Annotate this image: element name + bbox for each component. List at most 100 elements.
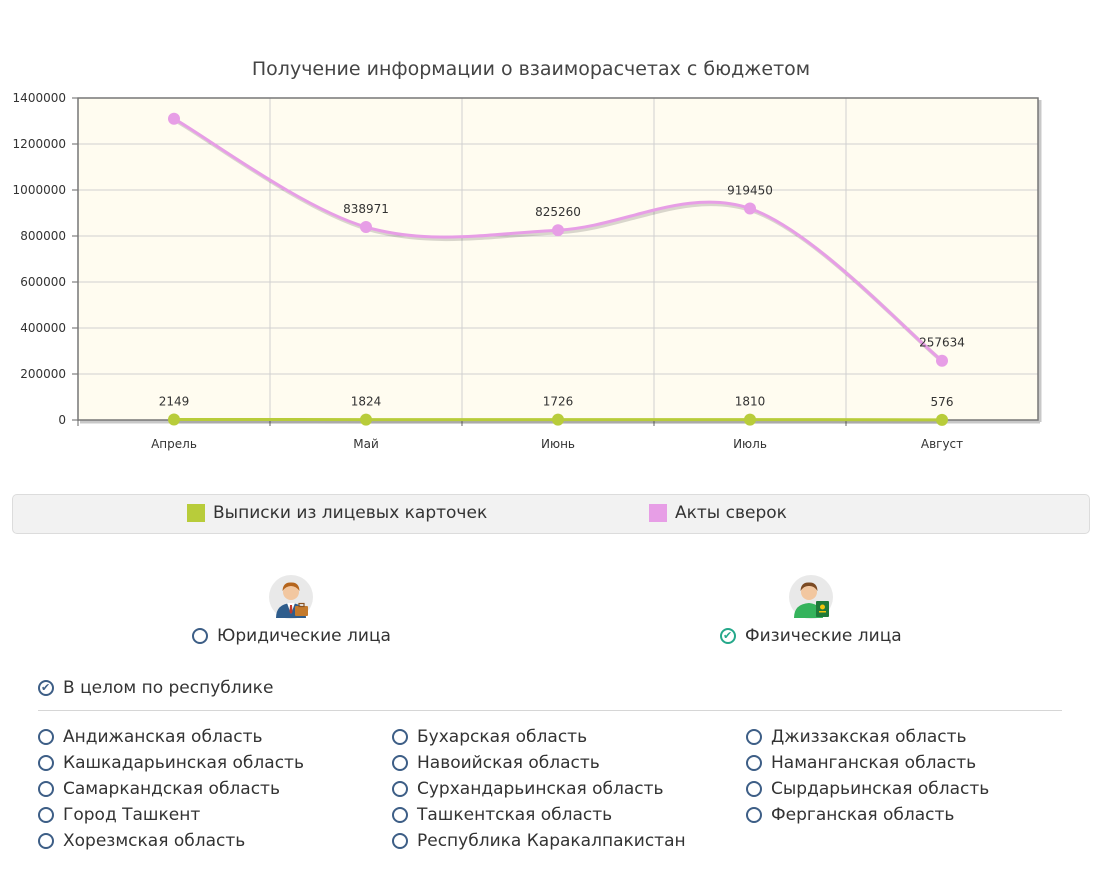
x-tick-label: Апрель [151, 437, 197, 451]
region-radio[interactable] [746, 807, 762, 823]
region-radio[interactable] [746, 729, 762, 745]
x-tick-label: Июль [733, 437, 767, 451]
businessman-icon [269, 575, 314, 619]
region-label: Самаркандская область [63, 779, 280, 799]
region-label: Сырдарьинская область [771, 779, 990, 799]
whole-republic-label: В целом по республике [63, 678, 274, 698]
region-option[interactable]: Сурхандарьинская область [392, 778, 746, 800]
legal-entities-label: Юридические лица [217, 626, 391, 646]
region-radio[interactable] [38, 833, 54, 849]
region-radio[interactable] [38, 807, 54, 823]
data-point [552, 413, 564, 426]
data-point [936, 413, 948, 426]
legend-swatch-statements [187, 504, 205, 522]
region-option[interactable]: Ферганская область [746, 804, 1098, 826]
region-label: Город Ташкент [63, 805, 201, 825]
data-point [744, 202, 756, 215]
region-option[interactable]: Джиззакская область [746, 726, 1098, 748]
region-option[interactable]: Сырдарьинская область [746, 778, 1098, 800]
data-label: 838971 [343, 202, 389, 216]
region-radio[interactable] [38, 729, 54, 745]
region-option[interactable]: Город Ташкент [38, 804, 392, 826]
region-label: Навоийская область [417, 753, 600, 773]
person-with-passport-icon [788, 575, 833, 619]
y-tick-label: 200000 [20, 367, 66, 381]
individuals-radio-row[interactable]: ✔ Физические лица [720, 626, 902, 646]
region-option[interactable]: Республика Каракалпакистан [392, 830, 746, 852]
chart-area: 0 200000 400000 600000 800000 1000000 1200000 1… [0, 50, 1106, 460]
x-tick-label: Май [353, 437, 379, 451]
data-point [360, 221, 372, 234]
data-label: 257634 [919, 336, 965, 350]
y-tick-label: 0 [58, 413, 66, 427]
whole-republic-option[interactable]: ✔ В целом по республике [38, 678, 273, 698]
region-label: Бухарская область [417, 727, 588, 747]
data-label: 919450 [727, 184, 773, 198]
individuals-label: Физические лица [745, 626, 902, 646]
legend-item-reconciliation[interactable]: Акты сверок [649, 503, 787, 523]
data-point [360, 413, 372, 426]
chart-title: Получение информации о взаиморасчетах с … [251, 58, 811, 80]
region-option[interactable]: Хорезмская область [38, 830, 392, 852]
region-label: Ферганская область [771, 805, 955, 825]
data-point [168, 413, 180, 426]
region-label: Хорезмская область [63, 831, 246, 851]
region-radio[interactable] [392, 755, 408, 771]
y-tick-label: 1400000 [13, 91, 66, 105]
legal-entities-radio[interactable] [192, 628, 208, 644]
y-tick-label: 1200000 [13, 137, 66, 151]
legend-swatch-reconciliation [649, 504, 667, 522]
region-option[interactable]: Ташкентская область [392, 804, 746, 826]
region-label: Наманганская область [771, 753, 977, 773]
region-option[interactable]: Самаркандская область [38, 778, 392, 800]
data-label: 576 [931, 395, 954, 409]
regions-list: Андижанская область Бухарская область Дж… [38, 726, 1098, 852]
region-radio[interactable] [392, 807, 408, 823]
region-option[interactable]: Бухарская область [392, 726, 746, 748]
y-tick-label: 400000 [20, 321, 66, 335]
legal-entities-option[interactable]: Юридические лица [192, 574, 391, 646]
region-label: Ташкентская область [417, 805, 613, 825]
plot-background [78, 98, 1038, 420]
region-radio[interactable] [38, 755, 54, 771]
check-icon: ✔ [723, 629, 733, 642]
legal-entities-radio-row[interactable]: Юридические лица [192, 626, 391, 646]
data-label: 825260 [535, 205, 581, 219]
region-label: Республика Каракалпакистан [417, 831, 686, 851]
region-option[interactable]: Андижанская область [38, 726, 392, 748]
region-label: Кашкадарьинская область [63, 753, 304, 773]
y-tick-label: 600000 [20, 275, 66, 289]
region-option[interactable]: Навоийская область [392, 752, 746, 774]
region-label: Андижанская область [63, 727, 263, 747]
whole-republic-radio[interactable]: ✔ [38, 680, 54, 696]
region-label: Джиззакская область [771, 727, 967, 747]
x-tick-label: Июнь [541, 437, 575, 451]
region-radio[interactable] [392, 833, 408, 849]
data-label: 1824 [351, 395, 382, 409]
x-tick-label: Август [921, 437, 963, 451]
data-label: 2149 [159, 395, 190, 409]
data-point [936, 354, 948, 367]
region-radio[interactable] [392, 729, 408, 745]
data-label: 1726 [543, 395, 574, 409]
region-radio[interactable] [746, 781, 762, 797]
data-point [744, 413, 756, 426]
divider [38, 710, 1062, 711]
data-label: 1810 [735, 395, 766, 409]
individuals-option[interactable]: ✔ Физические лица [720, 574, 902, 646]
region-radio[interactable] [392, 781, 408, 797]
y-tick-label: 800000 [20, 229, 66, 243]
legend-item-statements[interactable]: Выписки из лицевых карточек [187, 503, 487, 523]
data-point [552, 224, 564, 237]
region-radio[interactable] [38, 781, 54, 797]
region-option[interactable]: Кашкадарьинская область [38, 752, 392, 774]
chart-legend: Выписки из лицевых карточек Акты сверок [12, 494, 1090, 534]
region-radio[interactable] [746, 755, 762, 771]
individuals-radio[interactable]: ✔ [720, 628, 736, 644]
data-point [168, 112, 180, 125]
check-icon: ✔ [41, 681, 51, 694]
region-label: Сурхандарьинская область [417, 779, 664, 799]
legend-label-statements: Выписки из лицевых карточек [213, 503, 488, 523]
region-option[interactable]: Наманганская область [746, 752, 1098, 774]
legend-label-reconciliation: Акты сверок [675, 503, 787, 523]
